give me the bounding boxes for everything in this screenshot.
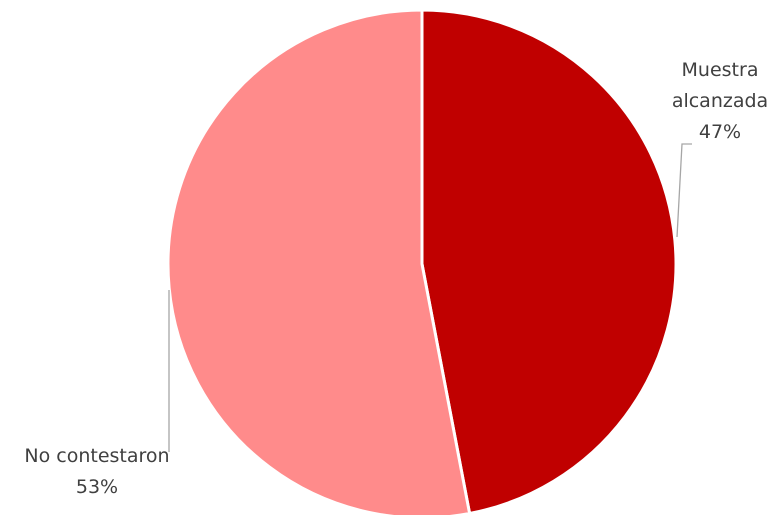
- data-label-muestra-alcanzada-name-2: alcanzada: [672, 90, 768, 112]
- data-label-muestra-alcanzada-value: 47%: [699, 121, 741, 143]
- data-label-no-contestaron-name: No contestaron: [24, 445, 169, 467]
- leader-line-muestra-alcanzada: [676, 143, 692, 238]
- pie-slices: [166, 8, 678, 515]
- data-label-no-contestaron-value: 53%: [76, 476, 118, 498]
- pie-slice-muestra-alcanzada: [420, 8, 678, 515]
- data-label-muestra-alcanzada-name-1: Muestra: [682, 59, 759, 81]
- pie-slice-no-contestaron: [166, 8, 472, 515]
